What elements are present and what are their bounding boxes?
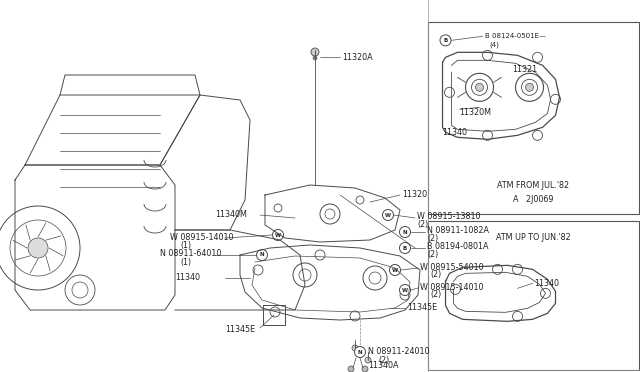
- Text: N 08911-64010: N 08911-64010: [160, 250, 221, 259]
- Text: 11320A: 11320A: [342, 52, 372, 61]
- Text: 11320: 11320: [402, 189, 427, 199]
- Circle shape: [383, 209, 394, 221]
- Text: N: N: [403, 230, 407, 234]
- Circle shape: [476, 83, 484, 91]
- Text: 11320M: 11320M: [460, 108, 492, 117]
- Text: (1): (1): [180, 257, 191, 266]
- Text: W 08915-14010: W 08915-14010: [170, 232, 234, 241]
- Circle shape: [348, 366, 354, 372]
- Text: A   2J0069: A 2J0069: [513, 195, 554, 204]
- Text: B 08194-0801A: B 08194-0801A: [427, 241, 488, 250]
- Circle shape: [399, 227, 410, 237]
- Text: B: B: [444, 38, 447, 43]
- Text: 11340: 11340: [442, 128, 468, 137]
- Text: W: W: [275, 232, 281, 237]
- Circle shape: [273, 230, 284, 241]
- Text: W 08915-14010: W 08915-14010: [420, 282, 483, 292]
- Text: 11345E: 11345E: [225, 326, 255, 334]
- Circle shape: [440, 35, 451, 46]
- Text: (2): (2): [417, 219, 428, 228]
- Circle shape: [28, 238, 48, 258]
- Text: (2): (2): [430, 270, 441, 279]
- Text: ATM FROM JUL.'82: ATM FROM JUL.'82: [497, 182, 569, 190]
- Text: N 08911-1082A: N 08911-1082A: [427, 225, 489, 234]
- Circle shape: [257, 250, 268, 260]
- Text: N: N: [358, 350, 362, 355]
- Circle shape: [352, 345, 358, 351]
- Text: (2): (2): [427, 234, 438, 243]
- Text: W 08915-13810: W 08915-13810: [417, 212, 481, 221]
- Circle shape: [399, 243, 410, 253]
- Circle shape: [313, 56, 317, 60]
- Circle shape: [355, 346, 365, 357]
- Text: B: B: [403, 246, 407, 250]
- Circle shape: [525, 83, 534, 91]
- Text: W 08915-54010: W 08915-54010: [420, 263, 484, 272]
- Text: B 08124-0501E—: B 08124-0501E—: [484, 33, 545, 39]
- Bar: [428, 221, 639, 370]
- Text: 11340: 11340: [534, 279, 559, 288]
- Circle shape: [365, 357, 371, 363]
- Text: W: W: [402, 288, 408, 292]
- Text: (2): (2): [430, 291, 441, 299]
- Text: N 08911-24010: N 08911-24010: [368, 347, 429, 356]
- Text: W: W: [392, 267, 398, 273]
- Text: 11340A: 11340A: [368, 362, 399, 371]
- Text: W: W: [385, 212, 391, 218]
- Text: (4): (4): [490, 41, 499, 48]
- Text: (1): (1): [180, 241, 191, 250]
- Circle shape: [362, 366, 368, 372]
- Text: ATM UP TO JUN.'82: ATM UP TO JUN.'82: [496, 233, 570, 242]
- Bar: [428, 22, 639, 214]
- Circle shape: [399, 285, 410, 295]
- Circle shape: [311, 48, 319, 56]
- Text: 11345E: 11345E: [407, 302, 437, 311]
- Text: (2): (2): [427, 250, 438, 259]
- Text: 11321: 11321: [513, 65, 538, 74]
- Circle shape: [390, 264, 401, 276]
- Text: (2): (2): [378, 356, 389, 365]
- Text: 11340M: 11340M: [215, 209, 247, 218]
- Text: N: N: [260, 253, 264, 257]
- Text: 11340: 11340: [175, 273, 200, 282]
